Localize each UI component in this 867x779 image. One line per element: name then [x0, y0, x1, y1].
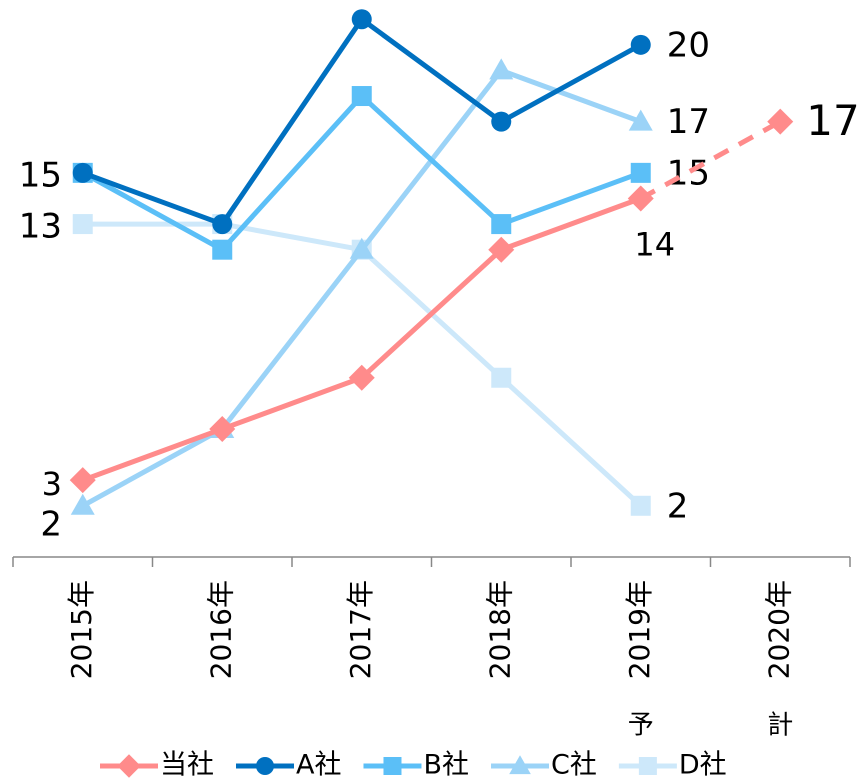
point	[349, 237, 374, 259]
point	[256, 757, 274, 775]
point	[117, 754, 141, 778]
point	[628, 109, 653, 131]
legend-label: B社	[423, 750, 469, 779]
point	[209, 415, 236, 442]
data-label: 2	[40, 504, 62, 544]
point	[488, 236, 515, 263]
point	[351, 86, 372, 107]
legend-label: C社	[551, 750, 597, 779]
point	[630, 162, 651, 183]
data-label: 15	[19, 155, 62, 195]
point	[638, 757, 657, 775]
legend-label: D社	[679, 750, 727, 779]
point	[212, 214, 233, 235]
data-label: 15	[667, 153, 710, 193]
point	[383, 757, 402, 775]
data-label: 17	[667, 102, 710, 142]
series: 3 14 17	[42, 96, 860, 503]
series-line	[81, 67, 642, 508]
x-tick-label: 2019年	[623, 580, 656, 679]
series: 2 17	[40, 58, 710, 544]
data-label: 3	[42, 465, 62, 503]
data-label: 2	[667, 486, 689, 526]
point	[70, 493, 95, 515]
category-note: 計	[767, 711, 793, 741]
point	[72, 214, 93, 235]
point	[630, 34, 651, 55]
point	[69, 467, 96, 494]
x-tick-label: 2016年	[204, 580, 237, 679]
data-label: 20	[667, 25, 710, 65]
data-label: 14	[634, 225, 675, 263]
legend-label: A社	[296, 750, 341, 779]
series-line	[81, 16, 642, 227]
point	[212, 239, 233, 260]
point	[72, 162, 93, 183]
x-tick-label: 2015年	[65, 580, 98, 679]
point	[627, 185, 654, 212]
data-label: 13	[19, 207, 62, 247]
point	[491, 111, 512, 132]
x-tick-label: 2018年	[483, 580, 516, 679]
x-tick-label: 2020年	[762, 580, 795, 679]
legend-label: 当社	[160, 750, 214, 779]
point	[348, 364, 375, 391]
point	[767, 108, 794, 135]
point	[491, 367, 512, 388]
data-label: 17	[806, 96, 859, 145]
point	[491, 214, 512, 235]
category-note: 予	[628, 711, 654, 741]
x-tick-label: 2017年	[344, 580, 377, 679]
point	[489, 58, 514, 80]
point	[351, 9, 372, 30]
series-line	[639, 119, 782, 201]
point	[630, 495, 651, 516]
point	[509, 755, 531, 775]
